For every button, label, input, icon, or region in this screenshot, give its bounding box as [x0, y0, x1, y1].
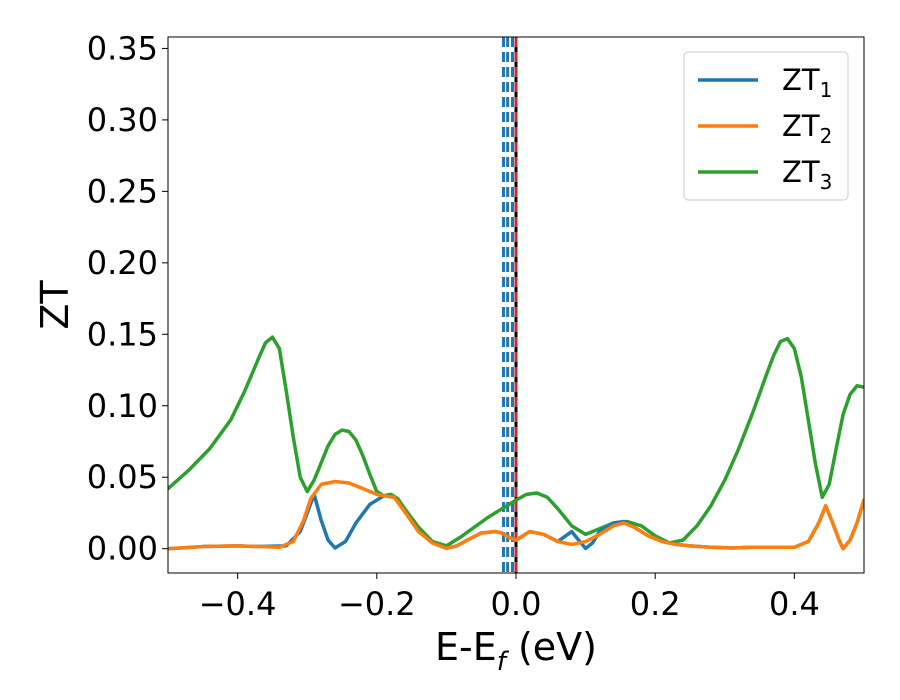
y-tick-label: 0.25 [87, 172, 158, 210]
y-tick-label: 0.00 [87, 530, 158, 568]
series-line-zt3 [168, 335, 864, 548]
x-tick-label: 0.0 [491, 585, 542, 623]
legend-label-subscript: 1 [820, 78, 833, 102]
y-tick-label: 0.10 [87, 387, 158, 425]
x-axis-ticks: −0.4 −0.2 0.0 0.2 0.4 [199, 573, 820, 623]
y-tick-label: 0.15 [87, 315, 158, 353]
x-tick-label: 0.4 [769, 585, 820, 623]
x-tick-label: 0.2 [630, 585, 681, 623]
y-tick-label: 0.20 [87, 244, 158, 282]
legend-label-zt2: ZT2 [782, 109, 832, 148]
reference-lines [501, 37, 518, 573]
series-layer [168, 335, 864, 551]
legend-box [683, 51, 849, 201]
legend-label-zt1: ZT1 [782, 63, 832, 102]
legend-label-zt3: ZT3 [782, 155, 832, 194]
x-axis-label: E-Ef (eV) [435, 625, 597, 677]
legend-label-subscript: 2 [820, 124, 833, 148]
x-axis-label-main: E-E [435, 625, 497, 669]
legend-label-text: ZT [782, 109, 820, 143]
series-line-zt2 [168, 479, 864, 551]
y-axis-label: ZT [33, 280, 77, 330]
y-tick-label: 0.30 [87, 101, 158, 139]
y-tick-label: 0.35 [87, 29, 158, 67]
y-axis-ticks: 0.00 0.05 0.10 0.15 0.20 0.25 0.30 0.35 [87, 29, 168, 568]
x-tick-label: −0.2 [338, 585, 416, 623]
legend-label-text: ZT [782, 155, 820, 189]
y-tick-label: 0.05 [87, 458, 158, 496]
legend-label-text: ZT [782, 63, 820, 97]
x-axis-label-unit: (eV) [506, 625, 597, 669]
legend-label-subscript: 3 [820, 170, 833, 194]
x-tick-label: −0.4 [199, 585, 277, 623]
